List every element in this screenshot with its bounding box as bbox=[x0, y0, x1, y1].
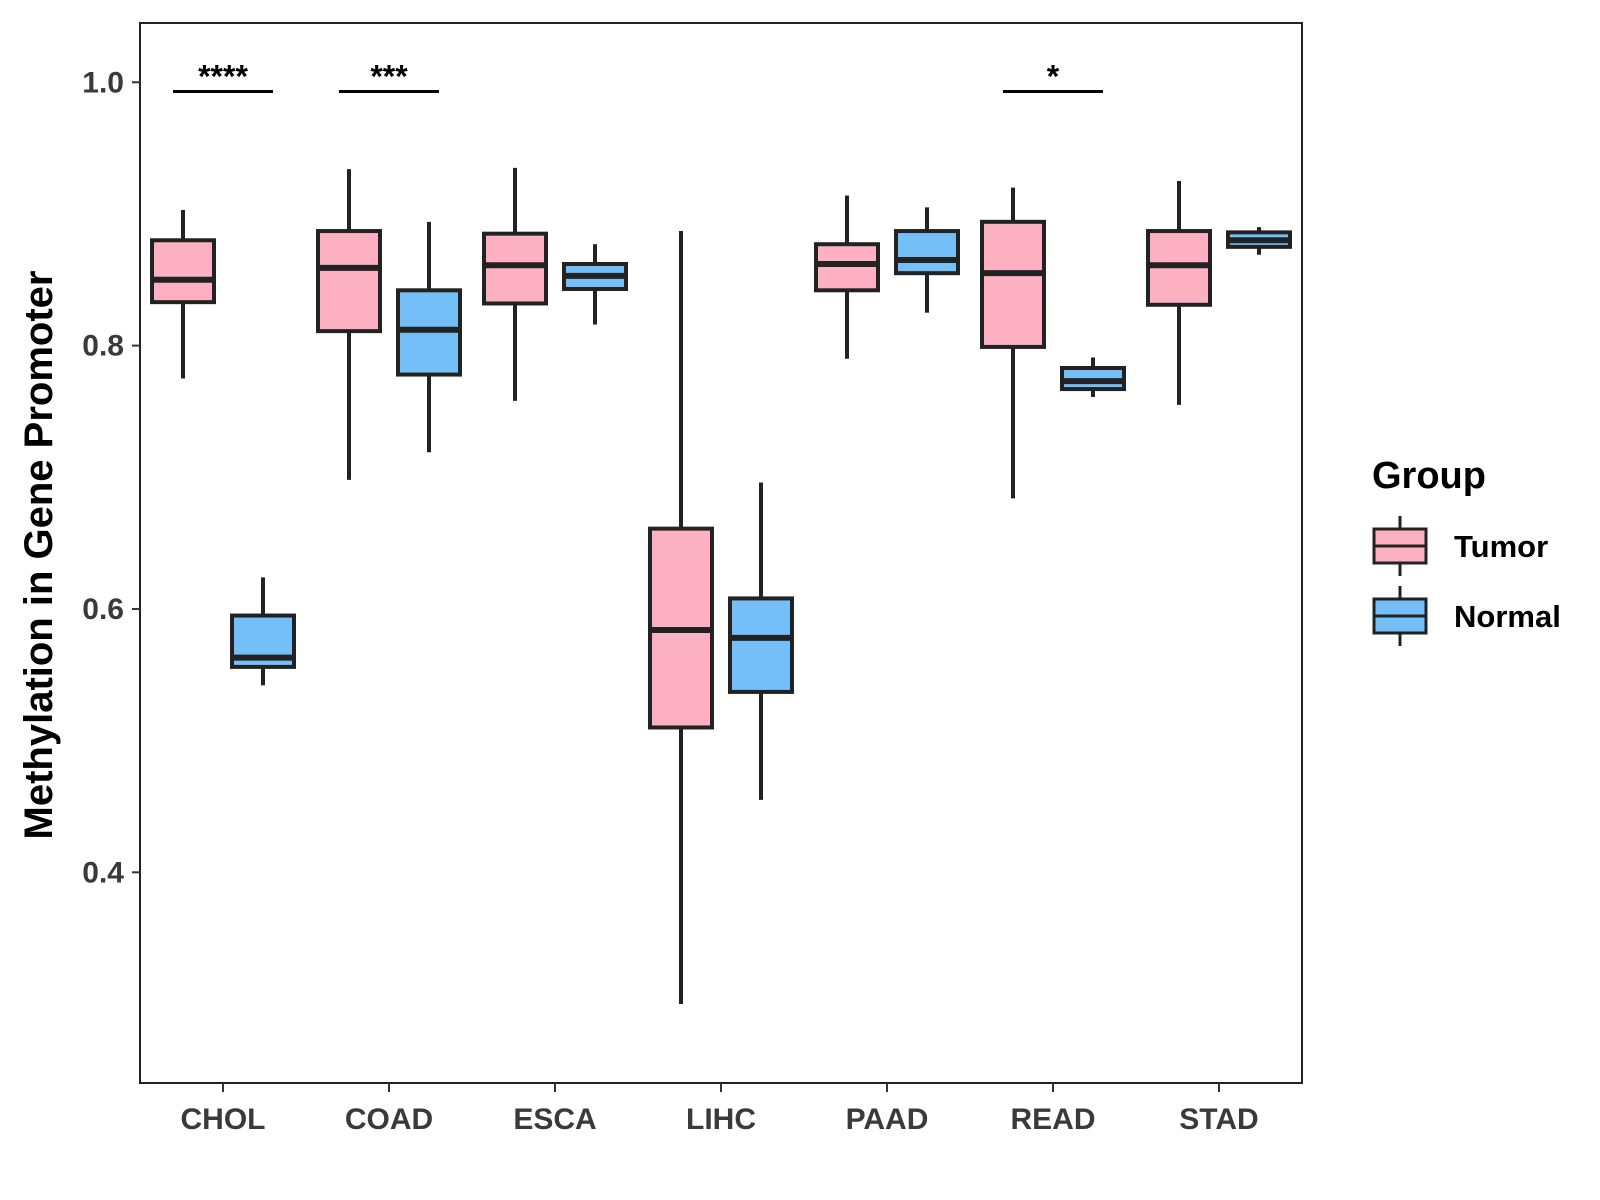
box-tumor-lihc bbox=[648, 231, 714, 1004]
x-tick-label-esca: ESCA bbox=[513, 1103, 596, 1136]
box-tumor-chol bbox=[150, 209, 216, 379]
y-axis: 0.4 0.6 0.8 1.0 bbox=[82, 66, 140, 889]
legend-title: Group bbox=[1372, 455, 1486, 497]
box-tumor-coad bbox=[316, 169, 382, 480]
box-tumor-read bbox=[980, 187, 1046, 499]
legend-item-normal: Normal bbox=[1372, 586, 1561, 646]
x-tick-label-coad: COAD bbox=[345, 1103, 433, 1136]
box-normal-paad bbox=[894, 207, 960, 313]
significance-layer: **** *** * bbox=[173, 58, 1103, 94]
box-iqr bbox=[150, 238, 216, 305]
y-tick-label: 1.0 bbox=[82, 66, 124, 99]
box-tumor-stad bbox=[1146, 181, 1212, 405]
box-iqr bbox=[980, 219, 1046, 349]
x-tick-label-paad: PAAD bbox=[846, 1103, 929, 1136]
box-iqr bbox=[814, 242, 880, 293]
y-tick-label: 0.4 bbox=[82, 856, 124, 889]
y-tick-label: 0.8 bbox=[82, 330, 124, 363]
x-tick-label-stad: STAD bbox=[1179, 1103, 1258, 1136]
significance-label-read: * bbox=[1047, 58, 1060, 94]
legend-item-tumor: Tumor bbox=[1372, 516, 1548, 576]
box-iqr bbox=[482, 231, 548, 306]
y-tick-label: 0.6 bbox=[82, 593, 124, 626]
x-tick-label-read: READ bbox=[1010, 1103, 1095, 1136]
box-normal-coad bbox=[396, 221, 462, 453]
box-normal-chol bbox=[230, 577, 296, 686]
legend-label-tumor: Tumor bbox=[1454, 529, 1548, 564]
significance-label-chol: **** bbox=[198, 58, 248, 94]
x-tick-label-chol: CHOL bbox=[181, 1103, 266, 1136]
box-normal-esca bbox=[562, 244, 628, 325]
y-axis-title: Methylation in Gene Promoter bbox=[17, 271, 61, 840]
box-normal-read bbox=[1060, 357, 1126, 397]
box-iqr bbox=[728, 596, 794, 694]
box-tumor-paad bbox=[814, 195, 880, 359]
box-iqr bbox=[316, 229, 382, 334]
box-tumor-esca bbox=[482, 167, 548, 401]
box-iqr bbox=[894, 229, 960, 276]
boxes-layer bbox=[150, 167, 1292, 1004]
box-normal-stad bbox=[1226, 227, 1292, 255]
legend-label-normal: Normal bbox=[1454, 599, 1561, 634]
box-normal-lihc bbox=[728, 482, 794, 800]
x-tick-label-lihc: LIHC bbox=[686, 1103, 756, 1136]
legend: Group Tumor Normal bbox=[1372, 455, 1561, 646]
x-axis: CHOL COAD ESCA LIHC PAAD READ STAD bbox=[181, 1083, 1259, 1136]
significance-label-coad: *** bbox=[370, 58, 408, 94]
